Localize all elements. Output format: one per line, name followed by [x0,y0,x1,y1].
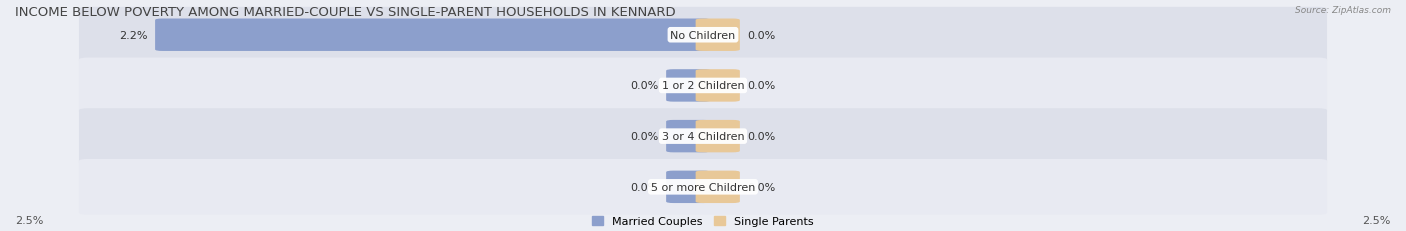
Text: 0.0%: 0.0% [747,182,776,192]
Text: No Children: No Children [671,30,735,41]
FancyBboxPatch shape [666,70,710,102]
Text: 0.0%: 0.0% [630,132,659,142]
FancyBboxPatch shape [79,58,1327,114]
Text: 0.0%: 0.0% [747,132,776,142]
FancyBboxPatch shape [666,120,710,153]
Text: 5 or more Children: 5 or more Children [651,182,755,192]
Text: Source: ZipAtlas.com: Source: ZipAtlas.com [1295,6,1391,15]
Text: 0.0%: 0.0% [747,81,776,91]
FancyBboxPatch shape [79,159,1327,215]
Text: 0.0%: 0.0% [630,182,659,192]
FancyBboxPatch shape [696,70,740,102]
Text: 1 or 2 Children: 1 or 2 Children [662,81,744,91]
Legend: Married Couples, Single Parents: Married Couples, Single Parents [588,211,818,231]
FancyBboxPatch shape [155,19,710,52]
Text: INCOME BELOW POVERTY AMONG MARRIED-COUPLE VS SINGLE-PARENT HOUSEHOLDS IN KENNARD: INCOME BELOW POVERTY AMONG MARRIED-COUPL… [15,6,676,19]
Text: 0.0%: 0.0% [747,30,776,41]
Text: 2.2%: 2.2% [120,30,148,41]
FancyBboxPatch shape [696,171,740,203]
FancyBboxPatch shape [696,120,740,153]
FancyBboxPatch shape [79,109,1327,164]
FancyBboxPatch shape [666,171,710,203]
Text: 2.5%: 2.5% [1362,215,1391,225]
Text: 0.0%: 0.0% [630,81,659,91]
FancyBboxPatch shape [79,8,1327,63]
FancyBboxPatch shape [696,19,740,52]
Text: 3 or 4 Children: 3 or 4 Children [662,132,744,142]
Text: 2.5%: 2.5% [15,215,44,225]
